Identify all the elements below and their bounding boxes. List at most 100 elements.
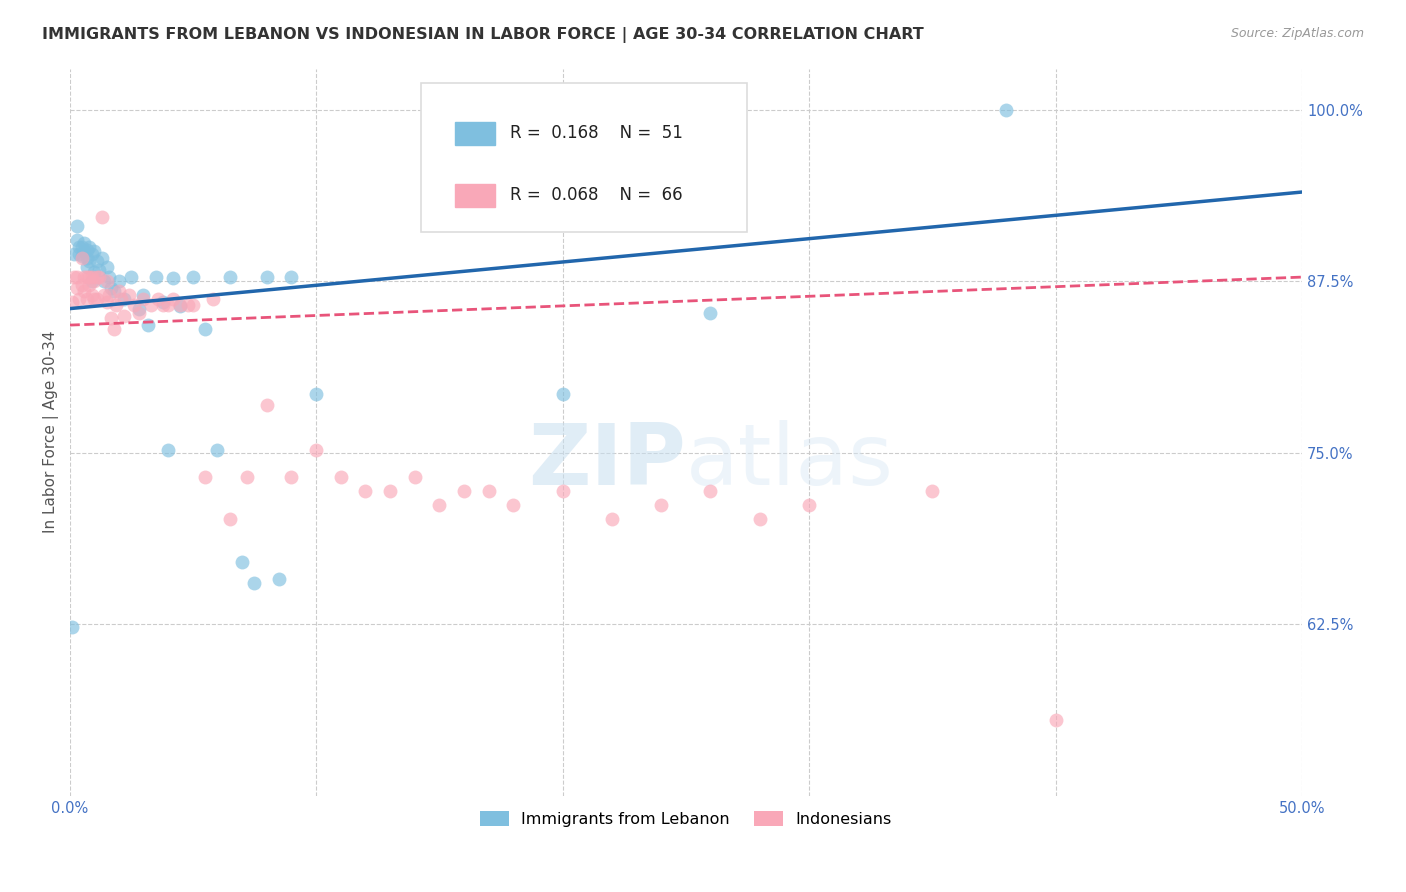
Point — [748, 511, 770, 525]
Point — [280, 470, 302, 484]
Point — [98, 288, 121, 302]
Point — [152, 297, 174, 311]
Point — [148, 292, 170, 306]
Point — [169, 299, 191, 313]
Bar — [456, 184, 495, 207]
Point — [138, 318, 160, 332]
Point — [100, 311, 122, 326]
Text: atlas: atlas — [686, 420, 894, 503]
Point — [194, 470, 217, 484]
Y-axis label: In Labor Force | Age 30-34: In Labor Force | Age 30-34 — [44, 331, 59, 533]
Point — [256, 270, 278, 285]
Point — [93, 274, 115, 288]
Point — [256, 398, 278, 412]
Text: R =  0.068    N =  66: R = 0.068 N = 66 — [509, 186, 682, 204]
Point — [152, 294, 174, 309]
Point — [103, 322, 125, 336]
Point — [66, 270, 89, 285]
Point — [76, 251, 98, 265]
Point — [177, 297, 200, 311]
Point — [80, 274, 103, 288]
Point — [77, 278, 100, 293]
Text: ZIP: ZIP — [529, 420, 686, 503]
Point — [90, 251, 112, 265]
Point — [86, 270, 108, 285]
Point — [86, 292, 108, 306]
Point — [453, 484, 475, 499]
Point — [305, 386, 328, 401]
Point — [80, 246, 103, 260]
Point — [112, 309, 135, 323]
Point — [181, 297, 204, 311]
Point — [378, 484, 401, 499]
Point — [63, 270, 86, 285]
Point — [132, 292, 155, 306]
Text: IMMIGRANTS FROM LEBANON VS INDONESIAN IN LABOR FORCE | AGE 30-34 CORRELATION CHA: IMMIGRANTS FROM LEBANON VS INDONESIAN IN… — [42, 27, 924, 43]
Point — [76, 270, 98, 285]
Point — [162, 271, 184, 285]
Point — [551, 386, 574, 401]
Point — [96, 260, 118, 275]
Point — [181, 270, 204, 285]
Point — [120, 270, 142, 285]
Point — [354, 484, 377, 499]
Point — [650, 498, 672, 512]
Point — [73, 235, 96, 250]
Point — [218, 511, 240, 525]
Point — [404, 470, 426, 484]
Point — [86, 253, 108, 268]
Point — [87, 263, 110, 277]
Point — [1045, 713, 1067, 727]
Point — [73, 270, 96, 285]
Point — [70, 240, 93, 254]
Point — [73, 284, 96, 298]
Point — [66, 281, 89, 295]
Point — [478, 484, 501, 499]
Point — [921, 484, 943, 499]
Point — [995, 103, 1018, 117]
Point — [157, 442, 180, 457]
Point — [699, 306, 721, 320]
Point — [77, 270, 100, 285]
Point — [76, 292, 98, 306]
Point — [797, 498, 820, 512]
Point — [169, 297, 191, 311]
Point — [93, 288, 115, 302]
Point — [98, 270, 121, 285]
Point — [83, 264, 105, 278]
Legend: Immigrants from Lebanon, Indonesians: Immigrants from Lebanon, Indonesians — [472, 803, 900, 835]
Point — [105, 297, 128, 311]
Point — [218, 270, 240, 285]
Point — [132, 288, 155, 302]
Point — [122, 297, 145, 311]
Point — [145, 270, 167, 285]
Point — [305, 442, 328, 457]
Point — [60, 620, 83, 634]
Point — [77, 240, 100, 254]
Point — [157, 297, 180, 311]
Point — [83, 274, 105, 288]
Point — [207, 442, 229, 457]
Point — [100, 281, 122, 295]
Point — [63, 246, 86, 260]
Point — [267, 572, 290, 586]
Point — [76, 260, 98, 275]
Point — [162, 292, 184, 306]
Point — [103, 284, 125, 298]
Point — [96, 274, 118, 288]
Point — [280, 270, 302, 285]
Point — [128, 301, 150, 316]
Point — [70, 251, 93, 265]
Point — [231, 556, 253, 570]
Point — [108, 274, 131, 288]
Point — [427, 498, 450, 512]
Point — [139, 297, 162, 311]
Point — [110, 292, 132, 306]
Point — [87, 270, 110, 285]
Point — [70, 250, 93, 264]
Point — [80, 270, 103, 285]
Point — [90, 210, 112, 224]
Point — [108, 284, 131, 298]
Text: R =  0.168    N =  51: R = 0.168 N = 51 — [509, 124, 682, 143]
Point — [80, 288, 103, 302]
